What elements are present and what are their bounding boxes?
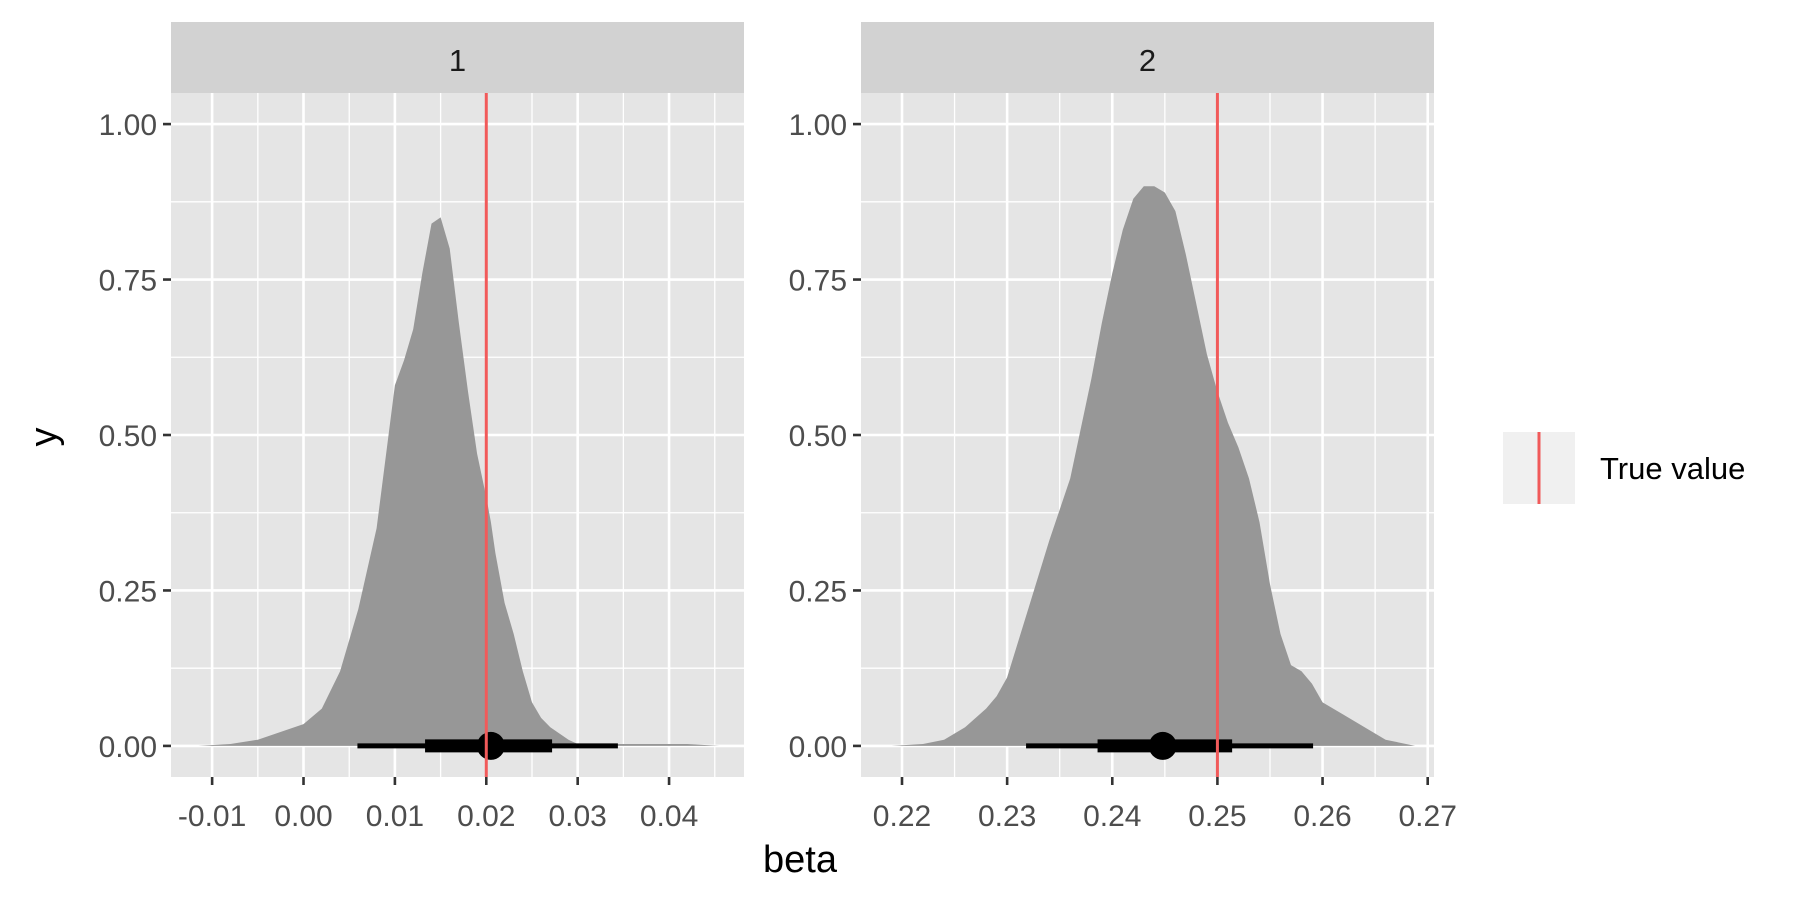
point-estimate: [476, 731, 505, 760]
y-tick-label: 0.50: [789, 420, 847, 453]
x-tick-label: 0.23: [978, 800, 1036, 833]
facet-strip: [171, 22, 744, 93]
x-tick-label: 0.27: [1398, 800, 1456, 833]
point-estimate: [1148, 731, 1177, 760]
facet-panels: 1 -0.01 0.00 0.01 0.02 0.03 0.04 0.00 0.25 0.50 0.…: [99, 22, 1457, 833]
y-tick-label: 0.25: [789, 575, 847, 608]
facet-panel-2: 2 0.22 0.23 0.24 0.25 0.26 0.27 0.00 0.25 0.50 0.7…: [789, 22, 1457, 833]
y-tick-label: 0.75: [789, 265, 847, 298]
y-tick-label: 0.00: [99, 731, 157, 764]
y-tick-label: 0.50: [99, 420, 157, 453]
x-tick-label: 0.00: [274, 800, 332, 833]
legend-label: True value: [1600, 451, 1745, 486]
x-tick-label: 0.01: [366, 800, 424, 833]
x-axis-title: beta: [763, 839, 838, 881]
x-tick-label: -0.01: [178, 800, 246, 833]
y-tick-label: 0.00: [789, 731, 847, 764]
x-tick-label: 0.26: [1293, 800, 1351, 833]
y-tick-label: 1.00: [99, 109, 157, 142]
y-tick-label: 0.25: [99, 575, 157, 608]
legend: True value: [1503, 432, 1745, 504]
x-tick-label: 0.04: [640, 800, 698, 833]
y-tick-label: 1.00: [789, 109, 847, 142]
x-tick-label: 0.02: [457, 800, 515, 833]
x-tick-label: 0.24: [1083, 800, 1141, 833]
facet-strip-label: 2: [1139, 43, 1156, 78]
density-area: [891, 186, 1416, 746]
density-area: [198, 217, 720, 746]
y-tick-label: 0.75: [99, 265, 157, 298]
facet-strip: [861, 22, 1434, 93]
facet-panel-1: 1 -0.01 0.00 0.01 0.02 0.03 0.04 0.00 0.25 0.50 0.…: [99, 22, 744, 833]
facet-strip-label: 1: [449, 43, 466, 78]
y-axis-title: y: [23, 428, 65, 447]
x-tick-label: 0.25: [1188, 800, 1246, 833]
x-tick-label: 0.03: [548, 800, 606, 833]
x-tick-label: 0.22: [873, 800, 931, 833]
